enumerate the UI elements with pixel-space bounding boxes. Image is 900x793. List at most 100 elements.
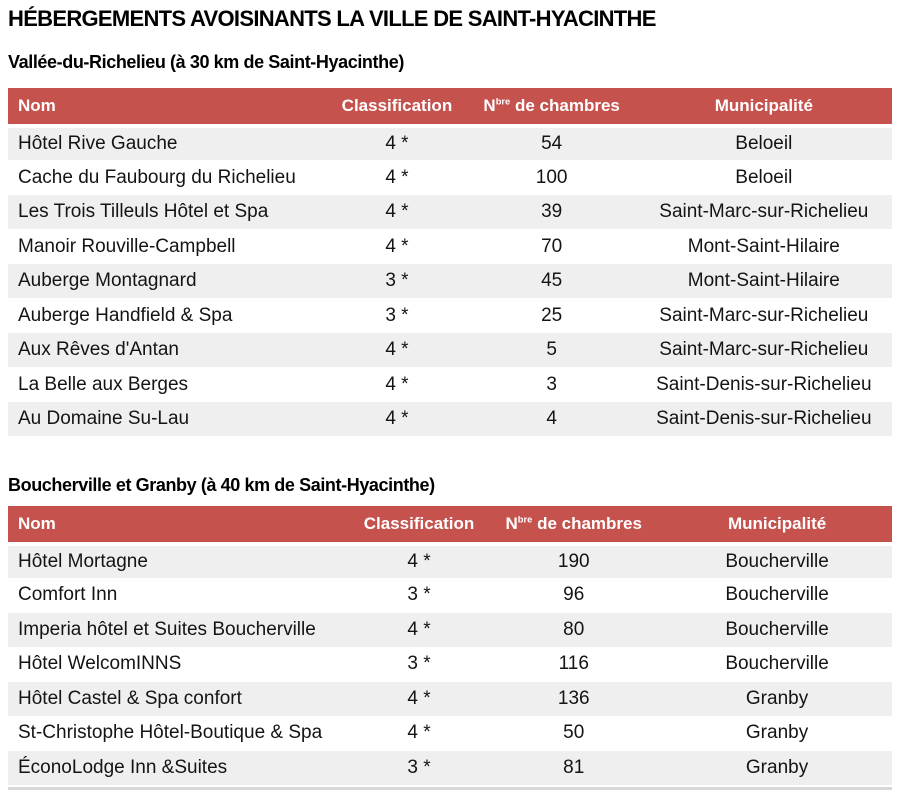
table-row: Hôtel WelcomINNS 3 * 116 Boucherville (8, 647, 892, 682)
cell-nom: Hôtel Mortagne (18, 550, 148, 572)
cell-classification: 4 * (407, 618, 431, 640)
cell-nom: Hôtel WelcomINNS (18, 653, 182, 675)
cell-chambres: 39 (541, 201, 563, 223)
table-row: La Belle aux Berges 4 * 3 Saint-Denis-sur-R… (8, 367, 892, 402)
hotels-table-boucherville-granby: Nom Classification Nbre de chambres Muni… (8, 505, 892, 786)
cell-classification: 4 * (385, 373, 409, 395)
cell-classification: 4 * (407, 550, 431, 572)
column-header-municipalite: Municipalité (635, 87, 892, 128)
table-body-boucherville-granby: Hôtel Mortagne 4 * 190 Boucherville Comfort … (8, 543, 892, 786)
cell-municipalite: Granby (745, 756, 809, 778)
cell-classification: 3 * (407, 653, 431, 675)
cell-chambres: 190 (557, 550, 590, 572)
cell-chambres: 50 (563, 722, 585, 744)
cell-municipalite: Beloeil (735, 166, 793, 188)
cell-nom: Aux Rêves d'Antan (18, 339, 179, 361)
cell-chambres: 136 (557, 687, 590, 709)
cell-chambres: 25 (541, 304, 563, 326)
cell-chambres: 70 (541, 235, 563, 257)
table-row: Au Domaine Su-Lau 4 * 4 Saint-Denis-sur-Ric… (8, 401, 892, 437)
cell-classification: 3 * (385, 270, 409, 292)
cell-municipalite: Boucherville (725, 653, 829, 675)
chambres-suffix: de chambres (532, 513, 642, 533)
hotels-table-vallee-du-richelieu: Nom Classification Nbre de chambres Muni… (8, 87, 892, 437)
table-row: ÉconoLodge Inn &Suites 3 * 81 Granby (8, 750, 892, 786)
chambres-prefix: N (483, 95, 496, 115)
table-row: Hôtel Rive Gauche 4 * 54 Beloeil (8, 125, 892, 161)
cell-nom: Hôtel Rive Gauche (18, 133, 178, 155)
cell-municipalite: Granby (745, 687, 809, 709)
table-header-row: Nom Classification Nbre de chambres Muni… (8, 505, 892, 546)
cell-chambres: 54 (541, 133, 563, 155)
cell-nom: St-Christophe Hôtel-Boutique & Spa (18, 722, 323, 744)
cell-municipalite: Boucherville (725, 584, 829, 606)
cell-classification: 4 * (385, 133, 409, 155)
table-row: Hôtel Mortagne 4 * 190 Boucherville (8, 543, 892, 579)
cell-municipalite: Granby (745, 722, 809, 744)
cell-municipalite: Mont-Saint-Hilaire (687, 235, 840, 257)
table-row: Imperia hôtel et Suites Boucherville 4 * 8… (8, 612, 892, 648)
cell-municipalite: Beloeil (735, 133, 793, 155)
page-title: HÉBERGEMENTS AVOISINANTS LA VILLE DE SAI… (8, 6, 656, 31)
cell-classification: 3 * (407, 584, 431, 606)
cell-municipalite: Saint-Denis-sur-Richelieu (656, 408, 872, 430)
table-row: Auberge Montagnard 3 * 45 Mont-Saint-Hilair… (8, 263, 892, 299)
cell-classification: 3 * (385, 304, 409, 326)
cell-classification: 4 * (385, 166, 409, 188)
cell-classification: 4 * (407, 687, 431, 709)
cell-municipalite: Saint-Marc-sur-Richelieu (659, 201, 869, 223)
cell-nom: La Belle aux Berges (18, 373, 189, 395)
table-row: Aux Rêves d'Antan 4 * 5 Saint-Marc-sur-Rich… (8, 332, 892, 368)
cell-classification: 4 * (385, 201, 409, 223)
cell-classification: 4 * (407, 722, 431, 744)
column-header-classification: Classification (326, 87, 468, 128)
cell-classification: 4 * (385, 408, 409, 430)
column-header-chambres: Nbre de chambres (485, 505, 663, 546)
table-row: Manoir Rouville-Campbell 4 * 70 Mont-Saint-… (8, 229, 892, 264)
cell-nom: Imperia hôtel et Suites Boucherville (18, 618, 316, 640)
cell-nom: Auberge Handfield & Spa (18, 304, 233, 326)
cell-classification: 4 * (385, 235, 409, 257)
table-row: Hôtel Castel & Spa confort 4 * 136 Granby (8, 681, 892, 717)
column-header-nom: Nom (8, 87, 327, 128)
cell-nom: Comfort Inn (18, 584, 118, 606)
chambres-superscript: bre (517, 514, 533, 525)
column-header-municipalite: Municipalité (662, 505, 892, 546)
column-header-classification: Classification (352, 505, 486, 546)
cell-municipalite: Mont-Saint-Hilaire (687, 270, 840, 292)
cell-nom: Manoir Rouville-Campbell (18, 235, 236, 257)
cell-chambres: 4 (546, 408, 557, 430)
table-body-vallee-du-richelieu: Hôtel Rive Gauche 4 * 54 Beloeil Cache du Fa… (8, 125, 892, 437)
chambres-prefix: N (505, 513, 518, 533)
cell-chambres: 80 (563, 618, 585, 640)
table-row: St-Christophe Hôtel-Boutique & Spa 4 * 50 G… (8, 716, 892, 751)
column-header-chambres: Nbre de chambres (467, 87, 636, 128)
table-row: Cache du Faubourg du Richelieu 4 * 100 Belo… (8, 160, 892, 195)
cell-nom: Auberge Montagnard (18, 270, 197, 292)
cell-nom: Hôtel Castel & Spa confort (18, 687, 242, 709)
column-header-nom: Nom (8, 505, 353, 546)
chambres-suffix: de chambres (510, 95, 620, 115)
table-header-row: Nom Classification Nbre de chambres Muni… (8, 87, 892, 128)
section-title-vallee-du-richelieu: Vallée-du-Richelieu (à 30 km de Saint-Hy… (8, 52, 404, 73)
cell-municipalite: Boucherville (725, 618, 829, 640)
cell-municipalite: Saint-Marc-sur-Richelieu (659, 304, 869, 326)
cell-nom: ÉconoLodge Inn &Suites (18, 756, 228, 778)
section-title-boucherville-granby: Boucherville et Granby (à 40 km de Saint… (8, 475, 435, 496)
cutoff-row-strip (8, 787, 892, 791)
cell-chambres: 5 (546, 339, 557, 361)
cell-classification: 4 * (385, 339, 409, 361)
cell-municipalite: Saint-Denis-sur-Richelieu (656, 373, 872, 395)
table-row: Auberge Handfield & Spa 3 * 25 Saint-Marc-s… (8, 298, 892, 333)
cell-municipalite: Saint-Marc-sur-Richelieu (659, 339, 869, 361)
table-row: Comfort Inn 3 * 96 Boucherville (8, 578, 892, 613)
cell-nom: Les Trois Tilleuls Hôtel et Spa (18, 201, 269, 223)
cell-municipalite: Boucherville (725, 550, 829, 572)
cell-classification: 3 * (407, 756, 431, 778)
chambres-superscript: bre (495, 96, 511, 107)
cell-nom: Au Domaine Su-Lau (18, 408, 190, 430)
cell-chambres: 3 (546, 373, 557, 395)
cell-chambres: 100 (535, 166, 568, 188)
cell-chambres: 81 (563, 756, 585, 778)
